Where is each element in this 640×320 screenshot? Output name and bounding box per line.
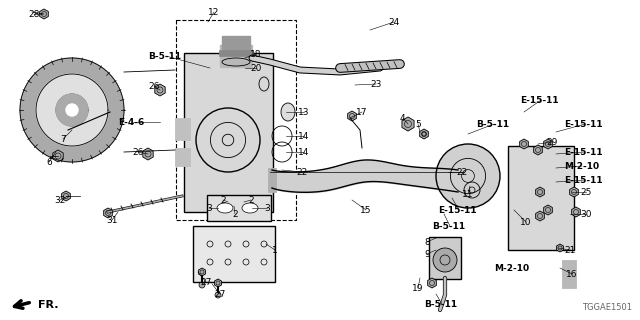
Text: M-2-10: M-2-10 <box>564 162 599 171</box>
FancyBboxPatch shape <box>429 237 461 279</box>
Circle shape <box>436 144 500 208</box>
Text: 27: 27 <box>214 290 225 299</box>
Bar <box>456 166 464 194</box>
Text: TGGAE1501: TGGAE1501 <box>582 303 632 312</box>
Text: 8: 8 <box>424 238 429 247</box>
Text: 23: 23 <box>370 80 381 89</box>
Text: B-5-11: B-5-11 <box>148 52 181 61</box>
Text: 11: 11 <box>462 190 474 199</box>
Text: 25: 25 <box>580 188 591 197</box>
Bar <box>219 50 253 56</box>
Text: 12: 12 <box>208 8 220 17</box>
Text: 22: 22 <box>456 168 467 177</box>
Text: E-15-11: E-15-11 <box>564 148 603 157</box>
Circle shape <box>56 94 88 126</box>
Text: 20: 20 <box>250 64 261 73</box>
Text: E-4-6: E-4-6 <box>118 118 144 127</box>
Ellipse shape <box>281 103 295 121</box>
Text: 22: 22 <box>296 168 307 177</box>
Text: B-5-11: B-5-11 <box>424 300 457 309</box>
Bar <box>176 20 296 220</box>
Text: 3: 3 <box>264 204 269 213</box>
Text: 21: 21 <box>564 246 575 255</box>
Text: 19: 19 <box>412 284 424 293</box>
Text: E-15-11: E-15-11 <box>564 120 603 129</box>
Text: 27: 27 <box>200 278 211 287</box>
Text: 4: 4 <box>400 114 406 123</box>
Circle shape <box>215 292 221 298</box>
Text: FR.: FR. <box>38 300 58 310</box>
Text: B-5-11: B-5-11 <box>476 120 509 129</box>
Text: 2: 2 <box>220 196 226 205</box>
Text: 30: 30 <box>580 210 591 219</box>
Text: 29: 29 <box>546 138 557 147</box>
Text: E-15-11: E-15-11 <box>564 176 603 185</box>
Bar <box>222 36 250 50</box>
FancyBboxPatch shape <box>184 53 273 212</box>
Ellipse shape <box>242 203 258 213</box>
Ellipse shape <box>217 203 233 213</box>
Text: M-2-10: M-2-10 <box>494 264 529 273</box>
Text: 6: 6 <box>46 158 52 167</box>
Bar <box>175 148 190 166</box>
Text: E-15-11: E-15-11 <box>438 206 477 215</box>
FancyBboxPatch shape <box>193 226 275 282</box>
Text: 9: 9 <box>424 250 429 259</box>
Text: 5: 5 <box>415 120 420 129</box>
Text: 14: 14 <box>298 148 309 157</box>
Text: 10: 10 <box>520 218 531 227</box>
Bar <box>220 45 252 67</box>
Text: 24: 24 <box>388 18 399 27</box>
Text: 1: 1 <box>272 246 278 255</box>
Bar <box>562 260 576 288</box>
Text: 3: 3 <box>206 204 212 213</box>
Circle shape <box>20 58 124 162</box>
Text: 2: 2 <box>232 210 237 219</box>
Text: 32: 32 <box>54 196 65 205</box>
Circle shape <box>36 74 108 146</box>
Circle shape <box>199 282 205 288</box>
Text: 14: 14 <box>298 132 309 141</box>
Circle shape <box>433 248 457 272</box>
Text: 16: 16 <box>566 270 577 279</box>
Bar <box>175 118 190 140</box>
FancyBboxPatch shape <box>207 195 271 221</box>
Text: 18: 18 <box>250 50 262 59</box>
Text: 7: 7 <box>60 135 66 144</box>
FancyBboxPatch shape <box>508 146 574 250</box>
Circle shape <box>66 104 78 116</box>
Text: B-5-11: B-5-11 <box>432 222 465 231</box>
Text: 31: 31 <box>106 216 118 225</box>
Text: 13: 13 <box>298 108 310 117</box>
Text: 2: 2 <box>248 196 253 205</box>
Bar <box>268 168 276 192</box>
Text: 15: 15 <box>360 206 371 215</box>
Text: 26: 26 <box>148 82 159 91</box>
Text: 26: 26 <box>132 148 143 157</box>
Text: 17: 17 <box>356 108 367 117</box>
Text: E-15-11: E-15-11 <box>520 96 559 105</box>
Text: 28: 28 <box>28 10 40 19</box>
